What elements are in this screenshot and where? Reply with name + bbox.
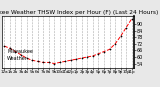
Text: Milwaukee
Weather: Milwaukee Weather — [7, 49, 33, 61]
Title: Milwaukee Weather THSW Index per Hour (F) (Last 24 Hours): Milwaukee Weather THSW Index per Hour (F… — [0, 10, 158, 15]
